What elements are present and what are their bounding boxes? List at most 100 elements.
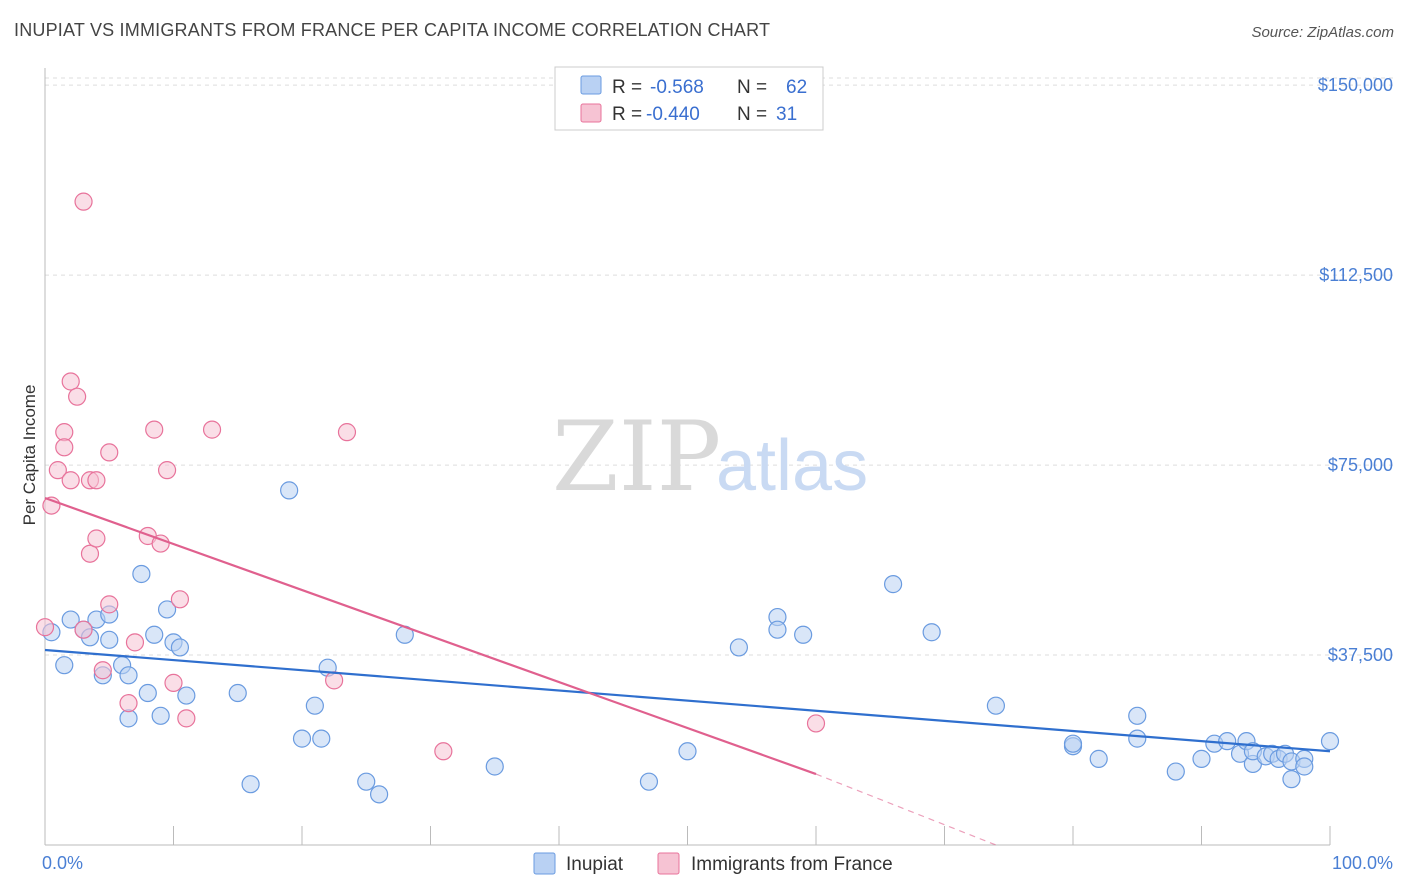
watermark-zip: ZIP	[552, 401, 721, 513]
chart-title: INUPIAT VS IMMIGRANTS FROM FRANCE PER CA…	[14, 20, 771, 40]
legend-r-label: R =	[612, 77, 642, 98]
france-point	[74, 620, 93, 639]
inupiat-point	[370, 785, 389, 804]
inupiat-point	[61, 610, 80, 629]
france-point	[125, 633, 145, 652]
france-point	[55, 423, 74, 442]
inupiat-point	[922, 623, 941, 642]
inupiat-point	[170, 638, 190, 657]
legend-r-label: R =	[612, 104, 642, 125]
watermark: ZIP atlas	[552, 401, 868, 513]
inupiat-point	[138, 683, 157, 703]
inupiat-point	[485, 757, 504, 776]
inupiat-point	[1295, 757, 1314, 776]
france-point	[87, 529, 106, 548]
source-label: Source: ZipAtlas.com	[1251, 24, 1394, 41]
legend-swatch-france	[580, 103, 602, 123]
tick-labels: $37,500 $75,000 $112,500 $150,000 0.0% 100.0%	[42, 75, 1393, 873]
france-point	[61, 372, 80, 391]
legend-swatch-inupiat	[580, 75, 602, 95]
inupiat-point	[312, 729, 331, 748]
inupiat-point	[292, 729, 312, 748]
inupiat-point	[145, 625, 164, 644]
data-points	[35, 192, 1340, 804]
legend-n-label: N =	[737, 104, 767, 125]
inupiat-point	[678, 742, 697, 761]
legend-n-value: 62	[786, 77, 807, 98]
legend-swatch-france	[657, 852, 680, 875]
france-point	[93, 661, 112, 680]
france-point	[48, 461, 67, 480]
france-point	[337, 423, 357, 442]
y-axis-title: Per Capita Income	[20, 385, 39, 526]
trend-line	[44, 496, 817, 776]
inupiat-point	[794, 625, 813, 644]
france-point	[119, 694, 138, 713]
france-point	[145, 420, 164, 439]
inupiat-point	[305, 696, 324, 715]
france-point	[806, 714, 826, 733]
inupiat-point	[132, 564, 151, 584]
france-point	[100, 595, 119, 614]
x-tick-label: 100.0%	[1332, 853, 1393, 873]
inupiat-point	[55, 656, 74, 675]
inupiat-point	[228, 683, 247, 703]
france-point	[164, 673, 183, 692]
y-tick-label: $150,000	[1318, 75, 1393, 95]
y-tick-label: $112,500	[1319, 265, 1393, 285]
inupiat-point	[1128, 706, 1147, 725]
legend-top: R = -0.568 N = 62 R = -0.440 N = 31	[554, 66, 824, 131]
france-point	[55, 438, 74, 457]
trend-line-extension	[815, 773, 997, 846]
y-tick-label: $75,000	[1328, 455, 1393, 475]
france-point	[202, 420, 222, 439]
france-point	[74, 192, 93, 211]
france-point	[170, 590, 190, 609]
france-point	[434, 742, 453, 761]
legend-r-value: -0.440	[646, 104, 700, 125]
france-point	[100, 443, 119, 462]
trend-lines	[44, 496, 1331, 846]
inupiat-point	[1320, 732, 1340, 751]
inupiat-point	[241, 775, 260, 794]
legend-r-value: -0.568	[650, 77, 704, 98]
legend-n-value: 31	[776, 104, 797, 125]
inupiat-point	[357, 772, 376, 791]
inupiat-point	[1282, 770, 1301, 789]
france-point	[87, 471, 106, 490]
france-point	[157, 461, 177, 480]
legend-n-label: N =	[737, 77, 767, 98]
inupiat-point	[986, 696, 1006, 715]
inupiat-point	[119, 666, 138, 685]
inupiat-point	[151, 706, 170, 725]
trend-line	[44, 648, 1331, 753]
legend-bottom: Inupiat Immigrants from France	[533, 852, 893, 875]
inupiat-point	[1089, 749, 1108, 768]
y-tick-label: $37,500	[1328, 645, 1393, 665]
inupiat-point	[100, 630, 119, 649]
france-point	[80, 544, 100, 563]
legend-label-inupiat: Inupiat	[566, 854, 624, 875]
inupiat-point	[639, 772, 659, 791]
inupiat-point	[177, 686, 196, 705]
inupiat-point	[280, 481, 299, 500]
legend-label-france: Immigrants from France	[691, 854, 893, 875]
inupiat-point	[883, 575, 903, 594]
grid-lines	[45, 77, 1393, 656]
inupiat-point	[1063, 734, 1083, 753]
inupiat-point	[1166, 762, 1185, 781]
watermark-atlas: atlas	[716, 426, 868, 506]
inupiat-point	[729, 638, 749, 657]
inupiat-point	[1128, 729, 1147, 748]
inupiat-point	[768, 620, 787, 639]
france-point	[68, 387, 87, 406]
legend-swatch-inupiat	[533, 852, 556, 875]
inupiat-point	[1218, 732, 1237, 751]
france-point	[177, 709, 196, 728]
inupiat-point	[1192, 749, 1211, 768]
france-point	[325, 671, 344, 690]
inupiat-point	[119, 709, 138, 728]
france-point	[35, 618, 55, 637]
x-tick-label: 0.0%	[42, 853, 83, 873]
